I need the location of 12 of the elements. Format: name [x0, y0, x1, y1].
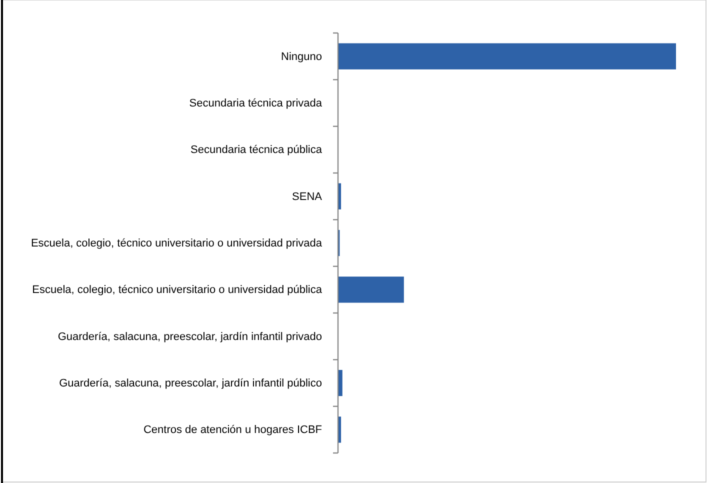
bar — [338, 43, 676, 70]
y-tick-label: Guardería, salacuna, preescolar, jardín infantil público — [59, 378, 322, 390]
y-tick-label: Ninguno — [281, 50, 322, 63]
y-tick-label: Escuela, colegio, técnico universitario o universidad privada — [30, 238, 323, 250]
bar — [338, 276, 404, 303]
bar — [338, 370, 342, 396]
y-tick-label: SENA — [292, 190, 323, 203]
y-tick-label: Centros de atención u hogares ICBF — [143, 424, 322, 436]
y-tick-label: Guardería, salacuna, preescolar, jardín infantil privado — [58, 330, 322, 343]
y-tick-label: Secundaria técnica privada — [189, 98, 323, 110]
y-tick-label: Escuela, colegio, técnico universitario o universidad pública — [32, 284, 323, 296]
y-tick-label: Secundaria técnica pública — [190, 144, 323, 156]
